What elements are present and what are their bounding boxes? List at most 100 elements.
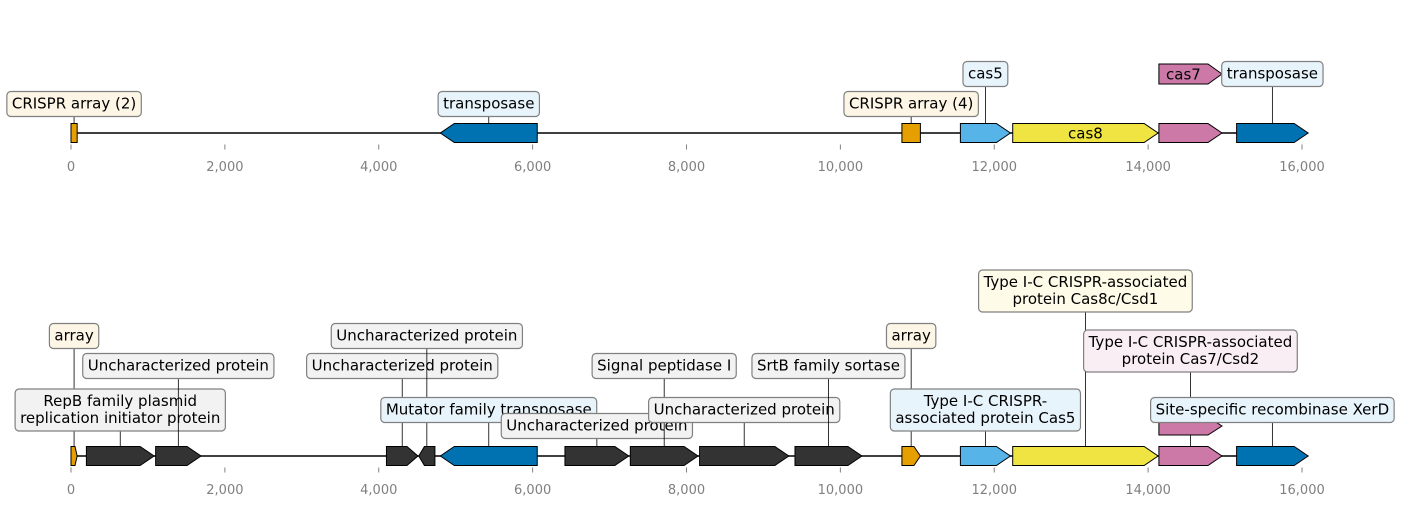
gene-label: array bbox=[54, 327, 93, 345]
gene-label-box: array bbox=[885, 322, 937, 350]
gene-arrow bbox=[564, 446, 630, 466]
gene-arrow bbox=[1236, 446, 1310, 466]
label-box-frame bbox=[330, 322, 524, 350]
gene-label: replication initiator protein bbox=[20, 409, 220, 427]
gene-arrow bbox=[439, 123, 538, 143]
axis-tick-label: 16,000 bbox=[1279, 160, 1325, 175]
gene-label-box: Uncharacterized protein bbox=[82, 352, 275, 380]
gene-arrow bbox=[1012, 123, 1160, 143]
label-box-frame bbox=[591, 352, 737, 380]
label-box-frame bbox=[889, 388, 1082, 432]
gene-arrow bbox=[629, 446, 699, 466]
gene-label-box: transposase bbox=[437, 90, 541, 118]
axis-tick-label: 6,000 bbox=[514, 483, 551, 498]
gene-arrow bbox=[155, 446, 202, 466]
axis-tick-label: 4,000 bbox=[360, 483, 397, 498]
axis-tick-label: 12,000 bbox=[972, 483, 1018, 498]
gene-arrow bbox=[1012, 446, 1160, 466]
label-box-frame bbox=[977, 269, 1193, 313]
axis-tick-label: 14,000 bbox=[1125, 483, 1171, 498]
gene-label-box: transposase bbox=[1221, 60, 1324, 88]
label-box-frame bbox=[14, 388, 226, 432]
gene-arrow bbox=[70, 123, 78, 143]
gene-arrow bbox=[1236, 123, 1310, 143]
axis-tick-label: 0 bbox=[67, 483, 75, 498]
axis-tick-label: 8,000 bbox=[668, 160, 705, 175]
gene-arrow bbox=[439, 446, 538, 466]
gene-label-box: CRISPR array (4) bbox=[843, 90, 979, 118]
axis-tick-label: 6,000 bbox=[514, 160, 551, 175]
label-box-frame bbox=[885, 322, 937, 350]
gene-label: Uncharacterized protein bbox=[336, 327, 517, 345]
gene-arrow bbox=[70, 446, 78, 466]
gene-label: protein Cas8c/Csd1 bbox=[1013, 290, 1159, 308]
gene-arrow bbox=[959, 446, 1012, 466]
gene-label: Type I-C CRISPR-associated bbox=[1088, 333, 1293, 351]
label-box-frame bbox=[48, 322, 100, 350]
gene-label-box: Uncharacterized protein bbox=[330, 322, 524, 350]
gene-label: transposase bbox=[443, 95, 534, 113]
gene-label-box: SrtB family sortase bbox=[751, 352, 906, 380]
gene-label: Type I-C CRISPR- bbox=[923, 392, 1047, 410]
axis-tick-label: 10,000 bbox=[818, 160, 864, 175]
label-box-frame bbox=[1150, 396, 1395, 424]
gene-label: Uncharacterized protein bbox=[506, 417, 687, 435]
gene-label: cas8 bbox=[1068, 125, 1103, 143]
gene-label: cas7 bbox=[1166, 66, 1201, 84]
axis-tick-label: 10,000 bbox=[818, 483, 864, 498]
axis-tick-label: 12,000 bbox=[972, 160, 1018, 175]
gene-arrow bbox=[901, 446, 921, 466]
gene-label: cas5 bbox=[968, 65, 1003, 83]
label-box-frame bbox=[962, 60, 1009, 88]
gene-arrow bbox=[959, 123, 1012, 143]
gene-label: Signal peptidase I bbox=[597, 357, 731, 375]
label-box-frame bbox=[82, 352, 275, 380]
axis-tick-label: 8,000 bbox=[668, 483, 705, 498]
gene-label-box: Site-specific recombinase XerD bbox=[1150, 396, 1395, 424]
gene-arrow bbox=[901, 123, 921, 143]
gene-track-bottom: 0 2,000 4,000 6,000 8,000 10,000 12,000 14,000 1… bbox=[14, 269, 1395, 498]
gene-label-box: Uncharacterized protein bbox=[306, 352, 499, 380]
label-box-frame bbox=[648, 396, 841, 424]
gene-label: CRISPR array (4) bbox=[849, 95, 973, 113]
gene-arrow bbox=[794, 446, 863, 466]
gene-label: Site-specific recombinase XerD bbox=[1156, 401, 1390, 419]
axis-tick-label: 16,000 bbox=[1279, 483, 1325, 498]
label-box-frame bbox=[1221, 60, 1324, 88]
gene-label-box: CRISPR array (2) bbox=[6, 90, 142, 118]
gene-arrow bbox=[85, 446, 155, 466]
axis-tick-label: 0 bbox=[67, 160, 75, 175]
gene-label: SrtB family sortase bbox=[757, 357, 900, 375]
gene-label: array bbox=[891, 327, 930, 345]
gene-label-box: Signal peptidase I bbox=[591, 352, 737, 380]
label-box-frame bbox=[500, 412, 694, 440]
label-box-frame bbox=[306, 352, 499, 380]
gene-arrow bbox=[1158, 123, 1223, 143]
gene-arrow bbox=[699, 446, 790, 466]
gene-label: protein Cas7/Csd2 bbox=[1122, 350, 1260, 368]
label-box-frame bbox=[437, 90, 541, 118]
gene-label-box: cas5 bbox=[962, 60, 1009, 88]
gene-arrow bbox=[418, 446, 436, 466]
label-box-frame bbox=[1083, 329, 1298, 373]
gene-label: Type I-C CRISPR-associated bbox=[983, 273, 1188, 291]
label-box-frame bbox=[751, 352, 906, 380]
gene-label: associated protein Cas5 bbox=[895, 409, 1075, 427]
gene-label: Uncharacterized protein bbox=[312, 357, 493, 375]
gene-label-arrow bbox=[1158, 63, 1223, 85]
gene-label: RepB family plasmid bbox=[43, 392, 197, 410]
axis-tick-label: 2,000 bbox=[206, 483, 243, 498]
gene-label-box: Type I-C CRISPR-associated protein Cas5 bbox=[889, 388, 1082, 432]
gene-label-box: Uncharacterized protein bbox=[648, 396, 841, 424]
gene-label: Uncharacterized protein bbox=[654, 401, 835, 419]
gene-label-box: Uncharacterized protein bbox=[500, 412, 694, 440]
gene-label: transposase bbox=[1227, 65, 1318, 83]
gene-track-top: 0 2,000 4,000 6,000 8,000 10,000 12,000 14,000 1… bbox=[6, 60, 1325, 175]
gene-arrow bbox=[385, 446, 419, 466]
axis-tick-label: 2,000 bbox=[206, 160, 243, 175]
gene-arrow bbox=[1158, 446, 1223, 466]
